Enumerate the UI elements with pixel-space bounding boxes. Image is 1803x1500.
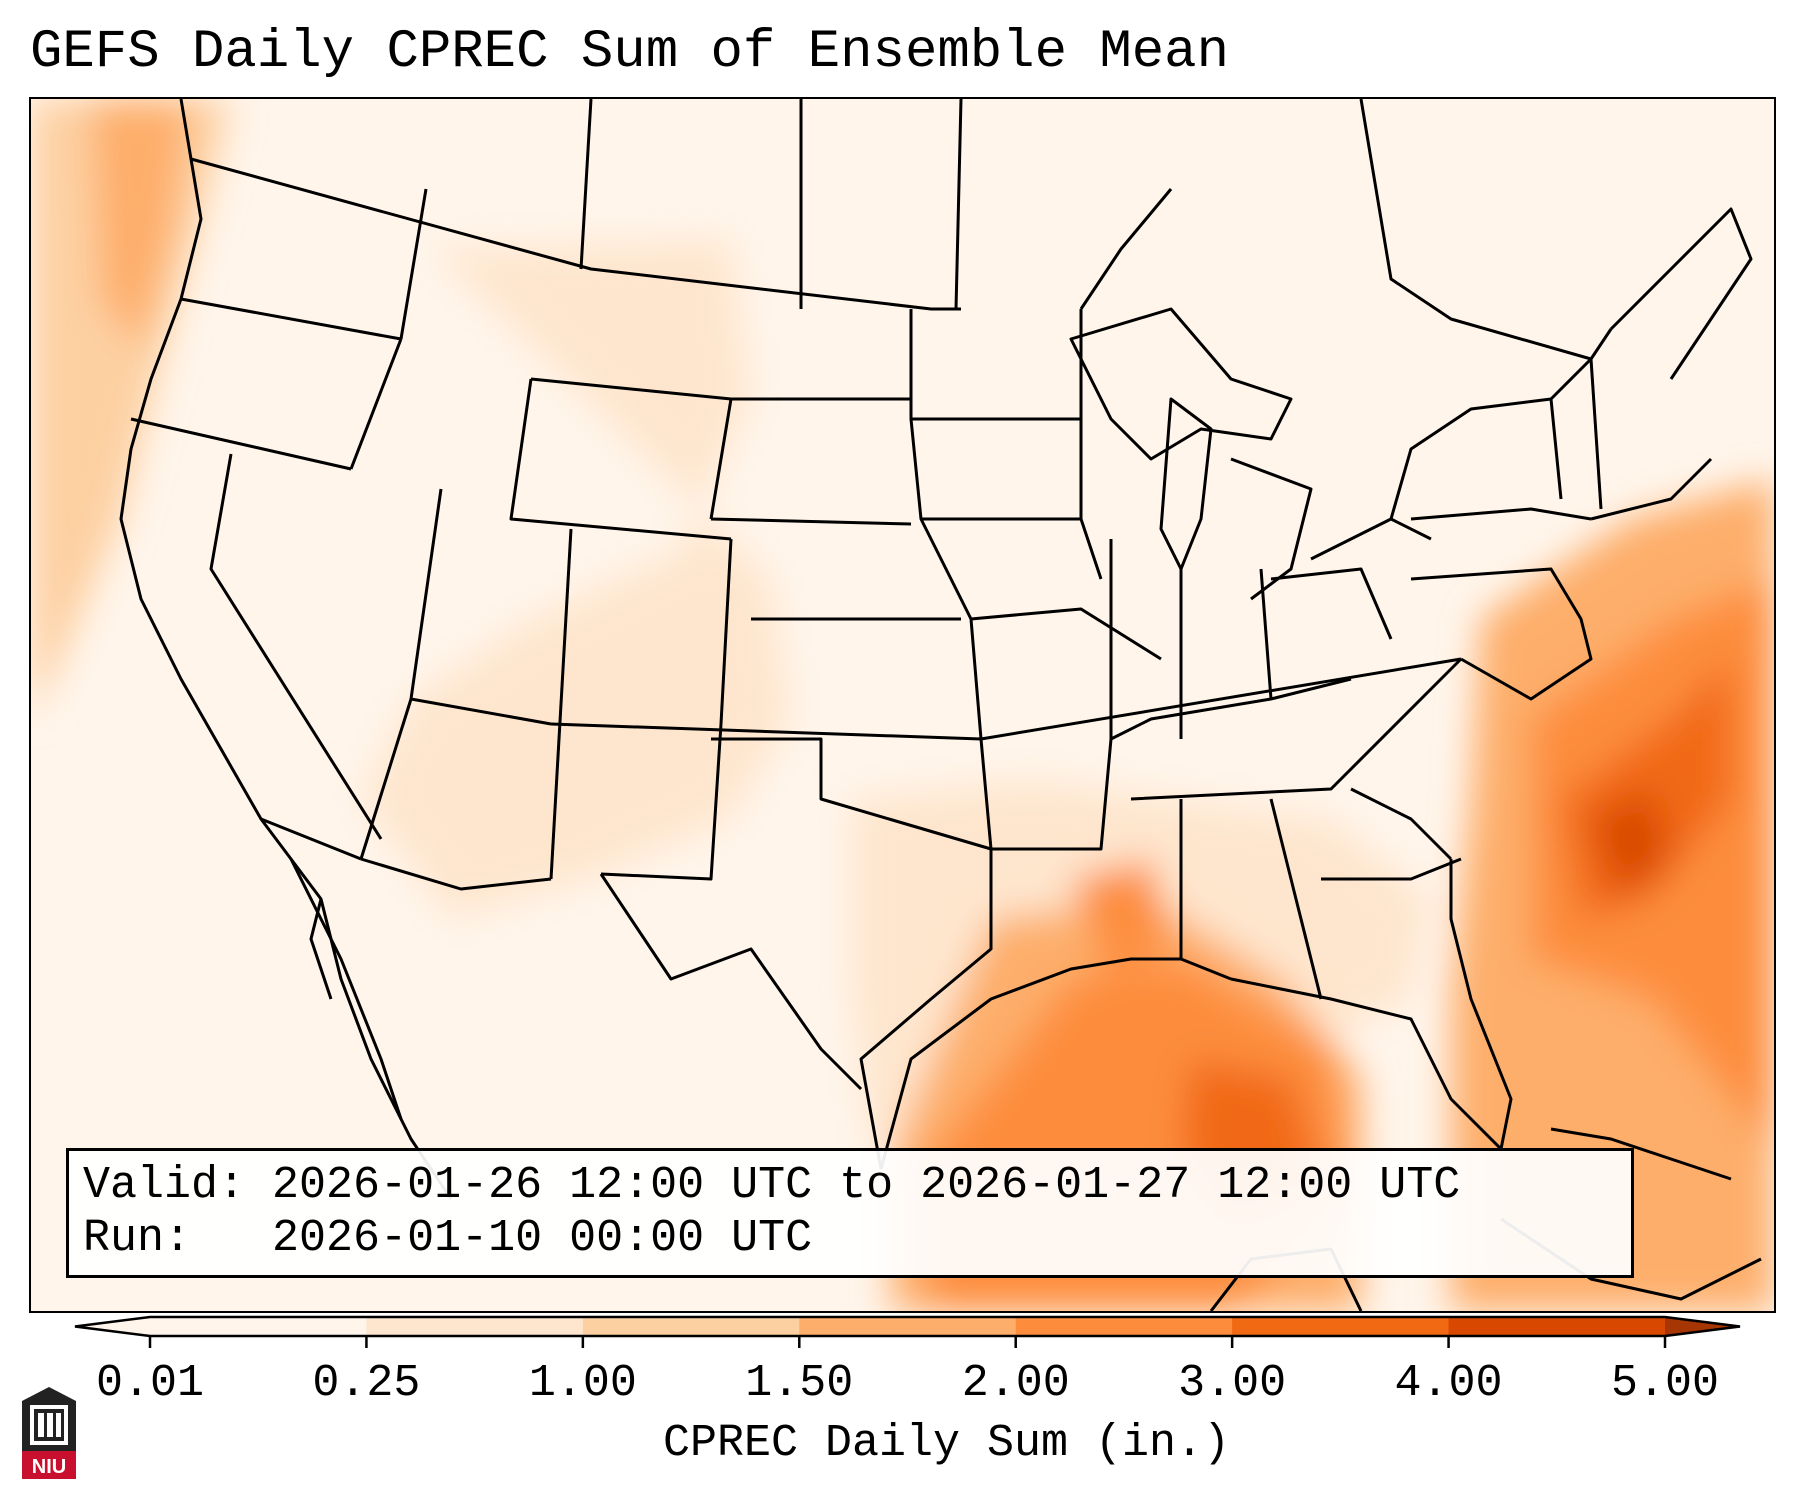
valid-value: 2026-01-26 12:00 UTC to 2026-01-27 12:00…: [272, 1160, 1461, 1211]
colorbar-segment: [582, 1317, 800, 1336]
colorbar-tick-label: 2.00: [961, 1358, 1070, 1409]
colorbar-tick-label: 1.50: [745, 1358, 854, 1409]
colorbar-segment: [799, 1317, 1017, 1336]
colorbar-tick-label: 4.00: [1394, 1358, 1503, 1409]
state-boundaries: [119, 99, 1762, 1311]
logo-text: NIU: [32, 1456, 66, 1478]
colorbar-tick-label: 3.00: [1178, 1358, 1287, 1409]
colorbar-tick-label: 0.25: [312, 1358, 421, 1409]
colorbar-segment: [366, 1317, 584, 1336]
valid-run-info-box: Valid: 2026-01-26 12:00 UTC to 2026-01-2…: [66, 1148, 1634, 1278]
colorbar-extend-high: [1665, 1317, 1740, 1336]
colorbar-tick-label: 1.00: [528, 1358, 637, 1409]
colorbar-segment: [1015, 1317, 1233, 1336]
colorbar-outline: [74, 1315, 1741, 1338]
niu-building-logo-icon: NIU: [22, 1387, 76, 1479]
run-value: 2026-01-10 00:00 UTC: [272, 1213, 813, 1264]
map-panel: [29, 97, 1776, 1313]
run-label: Run:: [83, 1213, 192, 1264]
colorbar-tick-label: 0.01: [95, 1358, 205, 1409]
colorbar-extend-low: [75, 1317, 150, 1336]
colorbar-label: CPREC Daily Sum (in.): [662, 1418, 1231, 1469]
colorbar-segment: [1232, 1317, 1450, 1336]
colorbar-tick-label: 5.00: [1610, 1358, 1720, 1409]
valid-label: Valid:: [83, 1160, 246, 1211]
colorbar-ticks: [148, 1336, 1667, 1348]
precip-map: [31, 99, 1774, 1311]
page-title: GEFS Daily CPREC Sum of Ensemble Mean: [30, 22, 1229, 83]
colorbar-segments: [75, 1317, 1740, 1336]
colorbar-segment: [150, 1317, 367, 1336]
colorbar-segment: [1448, 1317, 1666, 1336]
